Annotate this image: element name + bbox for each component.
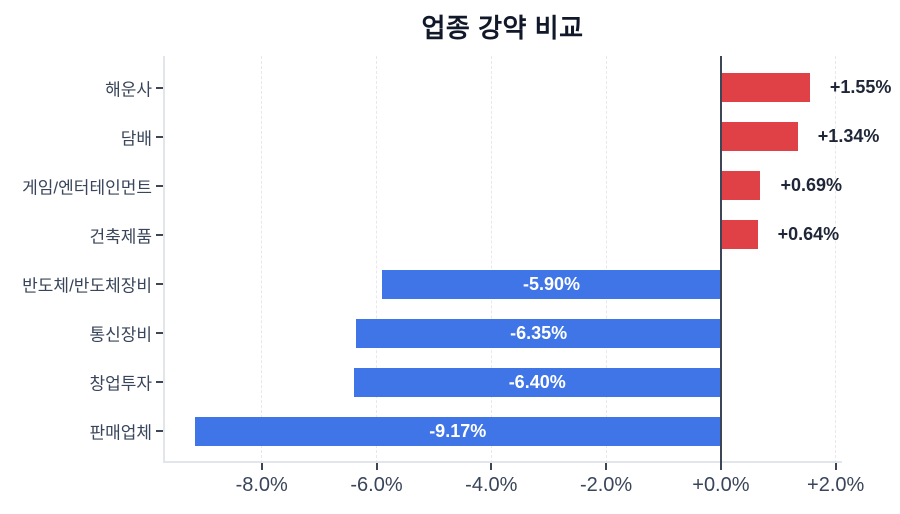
bar-negative [194,416,721,446]
bar-value-label: -9.17% [429,420,487,441]
chart-title: 업종 강약 비교 [421,13,584,43]
gridline [376,56,377,463]
bar-positive [720,220,758,250]
y-tick [156,381,163,384]
y-tick [156,430,163,433]
bar-value-label: -6.40% [508,371,566,392]
bar-negative [353,367,721,397]
x-axis: -8.0% -6.0% -4.0% -2.0% +0.0% +2.0% [163,463,864,514]
y-tick [156,283,163,286]
x-tick-label: -8.0% [235,474,288,496]
category-label: 담배 [120,129,152,149]
y-tick [156,135,163,138]
x-tick [260,463,263,470]
x-tick-label: -6.0% [350,474,403,496]
x-tick [719,463,722,470]
bar-value-label: +0.69% [780,175,843,196]
x-tick-label: -4.0% [465,474,518,496]
bar-positive [720,122,798,152]
gridline [835,56,837,463]
category-label: 창업투자 [89,374,152,394]
y-tick [156,233,163,236]
gridline [605,56,607,463]
category-label: 반도체/반도체장비 [22,276,152,296]
y-tick [156,184,163,187]
bottom-spine [163,461,842,463]
category-label: 해운사 [105,80,152,100]
bar-value-label: +0.64% [777,224,840,245]
bar-negative [382,269,721,299]
bar-positive [720,73,810,103]
bar-value-label: +1.34% [817,126,880,147]
x-tick [834,463,837,470]
zero-line [719,56,722,463]
x-tick [490,463,493,470]
plot-area: +1.55% +1.34% +0.69% +0.64% -5.90% -6.35% -6.4… [163,56,891,463]
y-tick [156,332,163,335]
bar-value-label: -5.90% [523,273,581,294]
gridline [490,56,492,463]
bar-negative [356,318,721,348]
bar-positive [720,171,761,201]
x-tick-label: -2.0% [579,474,633,496]
category-label: 판매업체 [89,423,152,443]
x-tick [375,463,378,470]
category-label: 건축제품 [89,227,152,247]
x-tick [605,463,608,470]
left-spine [163,56,165,463]
y-tick [156,86,163,89]
category-label: 게임/엔터테인먼트 [22,178,152,198]
x-tick-label: +2.0% [807,474,865,496]
x-tick-label: +0.0% [692,474,750,496]
category-label: 통신장비 [89,325,152,345]
gridline [261,56,263,463]
bar-value-label: -6.35% [510,322,568,343]
bar-value-label: +1.55% [829,77,892,98]
